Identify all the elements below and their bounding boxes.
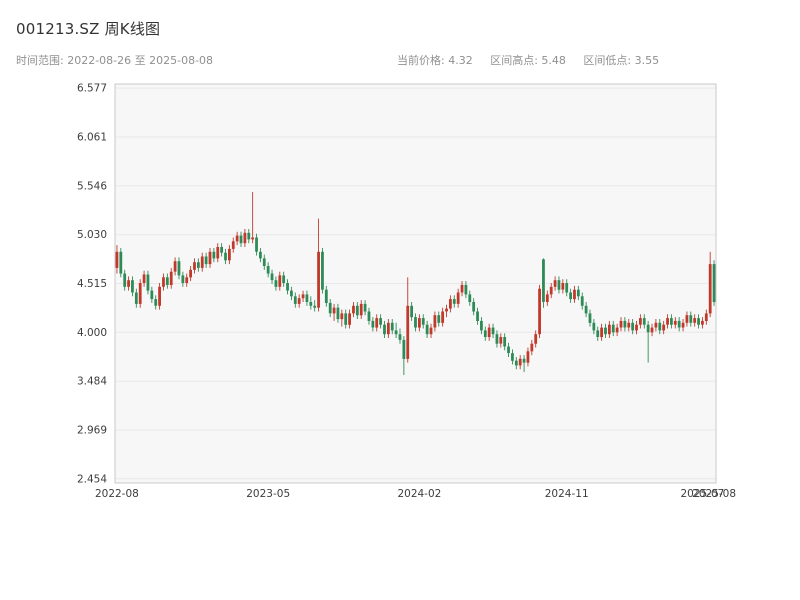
svg-text:2.969: 2.969 — [77, 425, 107, 437]
svg-text:3.484: 3.484 — [77, 376, 107, 388]
time-range-label: 时间范围: 2022-08-26 至 2025-08-08 — [16, 54, 214, 67]
svg-text:2025-07: 2025-07 — [680, 488, 724, 500]
candlestick-chart: 6.577 6.061 5.546 5.030 4.515 4.000 3.484 2.969… — [0, 72, 800, 532]
svg-text:6.061: 6.061 — [77, 132, 107, 144]
price-stats: 当前价格: 4.32 区间高点: 5.48 区间低点: 3.55 — [397, 52, 673, 68]
svg-text:2024-02: 2024-02 — [397, 488, 441, 500]
candles-series — [115, 192, 716, 375]
svg-text:4.515: 4.515 — [77, 278, 107, 290]
svg-text:2024-11: 2024-11 — [545, 488, 589, 500]
page-title: 001213.SZ 周K线图 — [16, 20, 161, 38]
svg-text:2023-05: 2023-05 — [246, 488, 290, 500]
svg-text:2025-08: 2025-08 — [692, 488, 736, 500]
svg-text:2.454: 2.454 — [77, 473, 107, 485]
svg-text:4.000: 4.000 — [77, 327, 107, 339]
plot-border — [114, 83, 717, 484]
x-axis-labels: 2022-08 2023-05 2024-02 2024-11 2025-072025-… — [95, 488, 736, 500]
range-low-label: 区间低点: 3.55 — [583, 54, 660, 67]
grid — [115, 87, 716, 480]
svg-text:6.577: 6.577 — [77, 83, 107, 95]
svg-text:2022-08: 2022-08 — [95, 488, 139, 500]
svg-text:5.546: 5.546 — [77, 180, 107, 192]
range-high-label: 区间高点: 5.48 — [490, 54, 566, 67]
candlestick-svg: 6.577 6.061 5.546 5.030 4.515 4.000 3.484 2.969… — [77, 83, 736, 500]
current-price-label: 当前价格: 4.32 — [397, 54, 473, 67]
y-axis-labels: 6.577 6.061 5.546 5.030 4.515 4.000 3.484 2.969… — [77, 83, 107, 486]
svg-text:5.030: 5.030 — [77, 229, 107, 241]
